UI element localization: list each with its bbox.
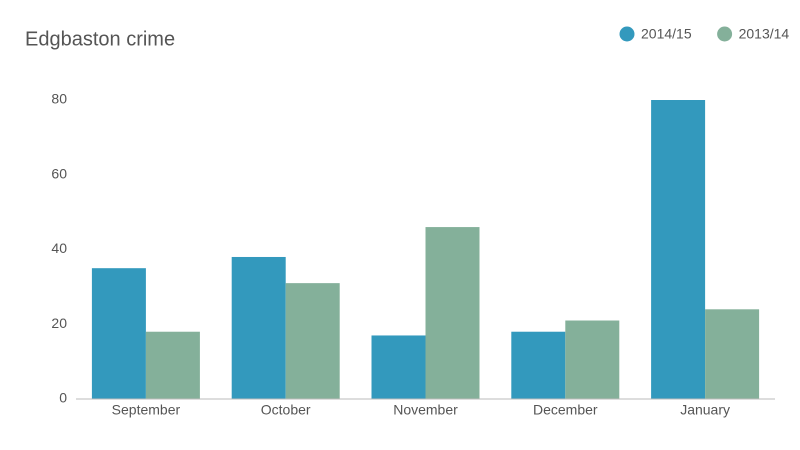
bar	[145, 331, 200, 399]
bar	[511, 331, 566, 399]
y-tick-label: 0	[59, 390, 67, 406]
legend-label: 2014/15	[641, 26, 692, 42]
bar	[285, 283, 340, 399]
bar	[651, 100, 706, 399]
bar	[705, 309, 760, 399]
legend-marker	[619, 26, 635, 42]
x-tick-label: November	[393, 402, 458, 418]
bar	[371, 335, 426, 399]
x-tick-label: January	[680, 402, 730, 418]
y-tick-label: 20	[51, 315, 67, 331]
chart-title: Edgbaston crime	[25, 28, 175, 50]
x-tick-label: December	[533, 402, 598, 418]
y-tick-label: 60	[51, 165, 67, 181]
bar	[425, 227, 480, 399]
legend-marker	[717, 26, 733, 42]
x-tick-label: September	[112, 402, 181, 418]
bar	[231, 256, 286, 399]
y-tick-label: 40	[51, 240, 67, 256]
y-tick-label: 80	[51, 91, 67, 107]
bar	[91, 268, 146, 399]
x-tick-label: October	[261, 402, 311, 418]
bar	[565, 320, 620, 399]
legend-label: 2013/14	[739, 26, 790, 42]
